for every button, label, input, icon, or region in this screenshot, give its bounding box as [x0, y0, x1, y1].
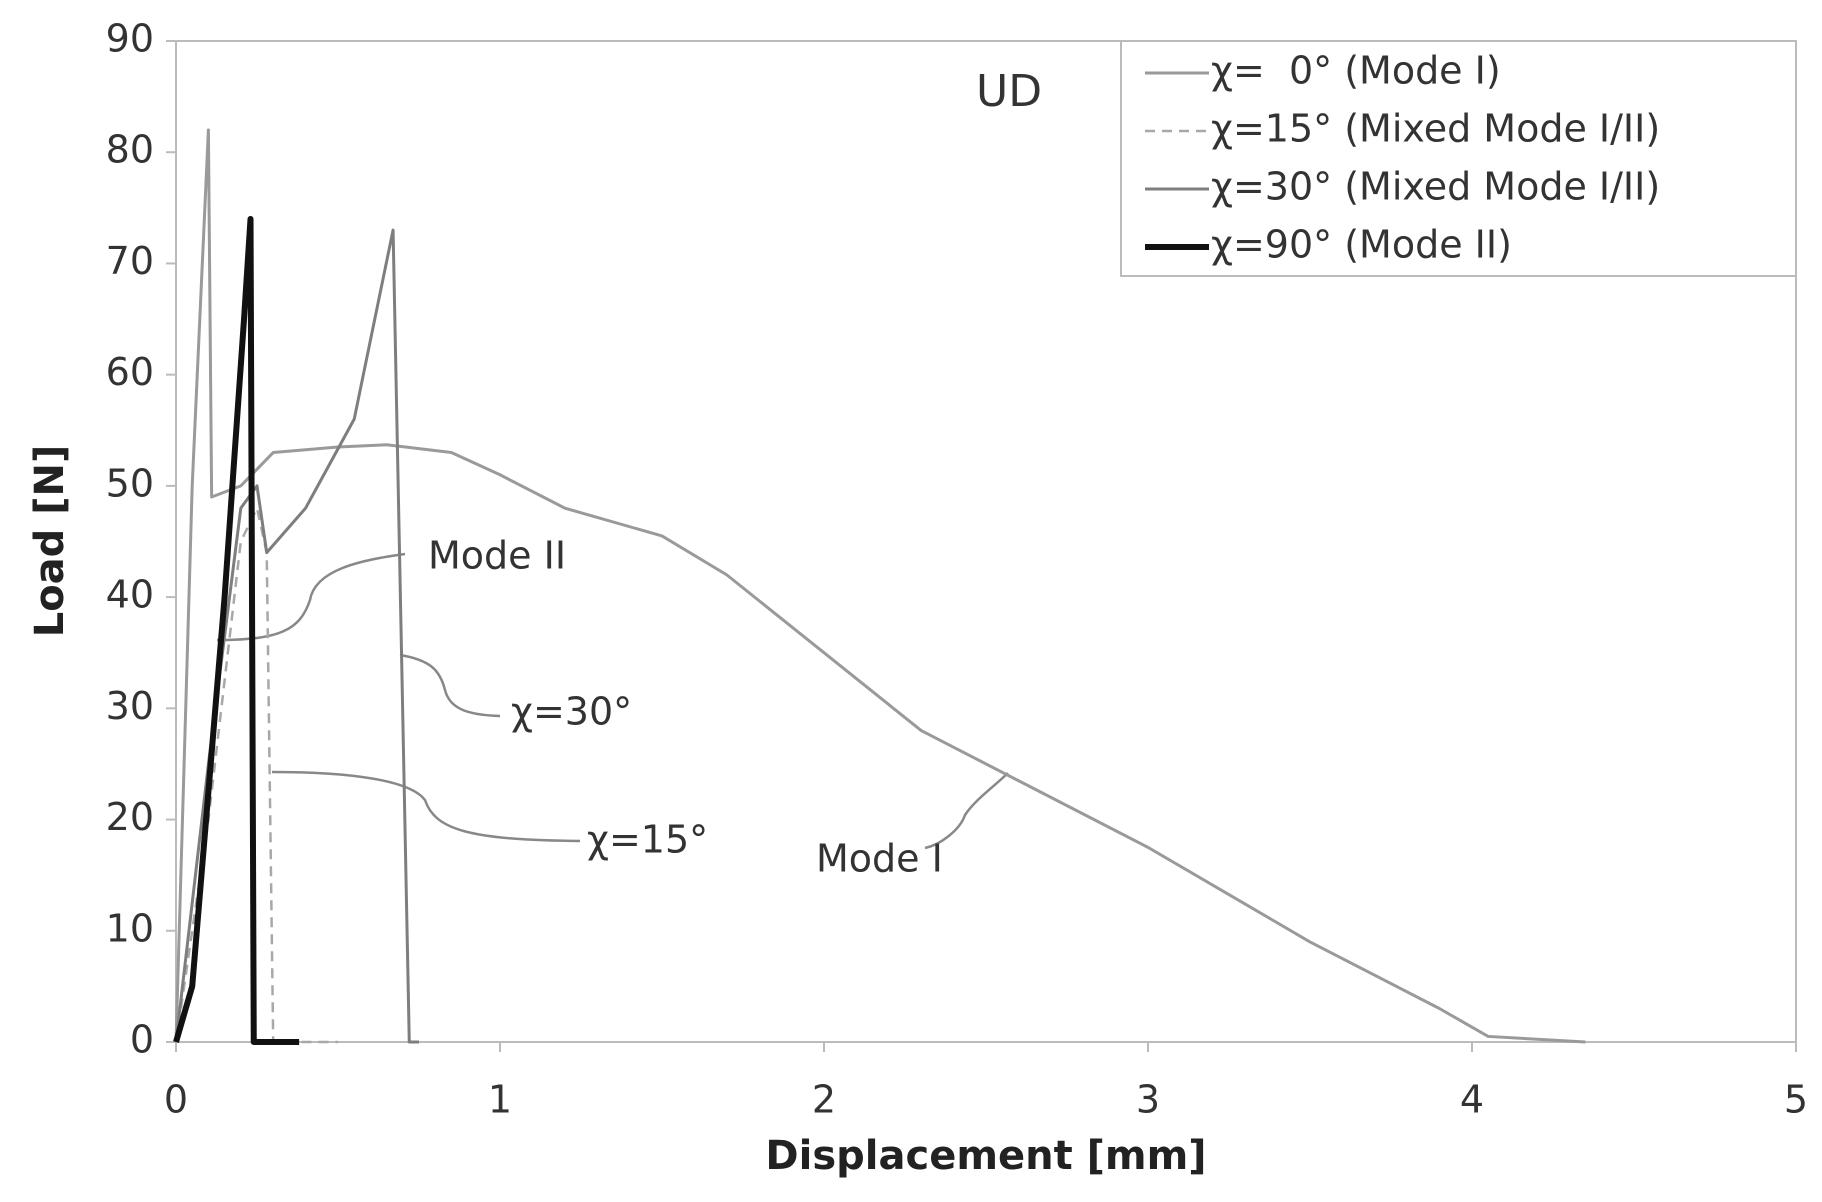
x-tick-label: 2	[812, 1078, 836, 1122]
legend-box	[1120, 40, 1797, 277]
y-tick-label: 60	[106, 350, 154, 394]
y-axis-title: Load [N]	[27, 445, 73, 638]
x-tick-label: 0	[164, 1078, 188, 1122]
y-tick-label: 30	[106, 684, 154, 728]
x-tick-label: 5	[1784, 1078, 1808, 1122]
leader-line	[216, 552, 406, 642]
y-tick-label: 70	[106, 239, 154, 283]
legend-label: χ=90° (Mode II)	[1211, 223, 1512, 267]
y-tick-label: 50	[106, 461, 154, 505]
annotation: χ=15°	[587, 818, 708, 862]
series-line	[174, 228, 419, 1044]
series-line	[173, 215, 300, 1045]
x-tick-label: 1	[488, 1078, 512, 1122]
x-axis-title: Displacement [mm]	[765, 1133, 1206, 1179]
y-tick-label: 20	[106, 795, 154, 839]
x-tick-label: 4	[1460, 1078, 1484, 1122]
y-tick-label: 90	[106, 17, 154, 61]
legend-label: χ=15° (Mixed Mode I/II)	[1211, 107, 1660, 151]
y-tick-label: 0	[130, 1018, 154, 1062]
annotation: Mode I	[816, 837, 943, 881]
series-line	[174, 128, 1586, 1044]
legend-label: χ=30° (Mixed Mode I/II)	[1211, 165, 1660, 209]
annotation: UD	[976, 66, 1042, 117]
leader-line	[271, 770, 581, 843]
y-tick-label: 80	[106, 128, 154, 172]
leader-line	[924, 772, 1009, 850]
legend-label: χ= 0° (Mode I)	[1211, 49, 1501, 93]
y-tick-label: 40	[106, 573, 154, 617]
annotation: χ=30°	[511, 690, 632, 734]
leader-line	[399, 653, 501, 718]
annotation: Mode II	[428, 534, 566, 578]
plot-frame	[175, 40, 1797, 1043]
y-tick-label: 10	[106, 906, 154, 950]
x-tick-label: 3	[1136, 1078, 1160, 1122]
